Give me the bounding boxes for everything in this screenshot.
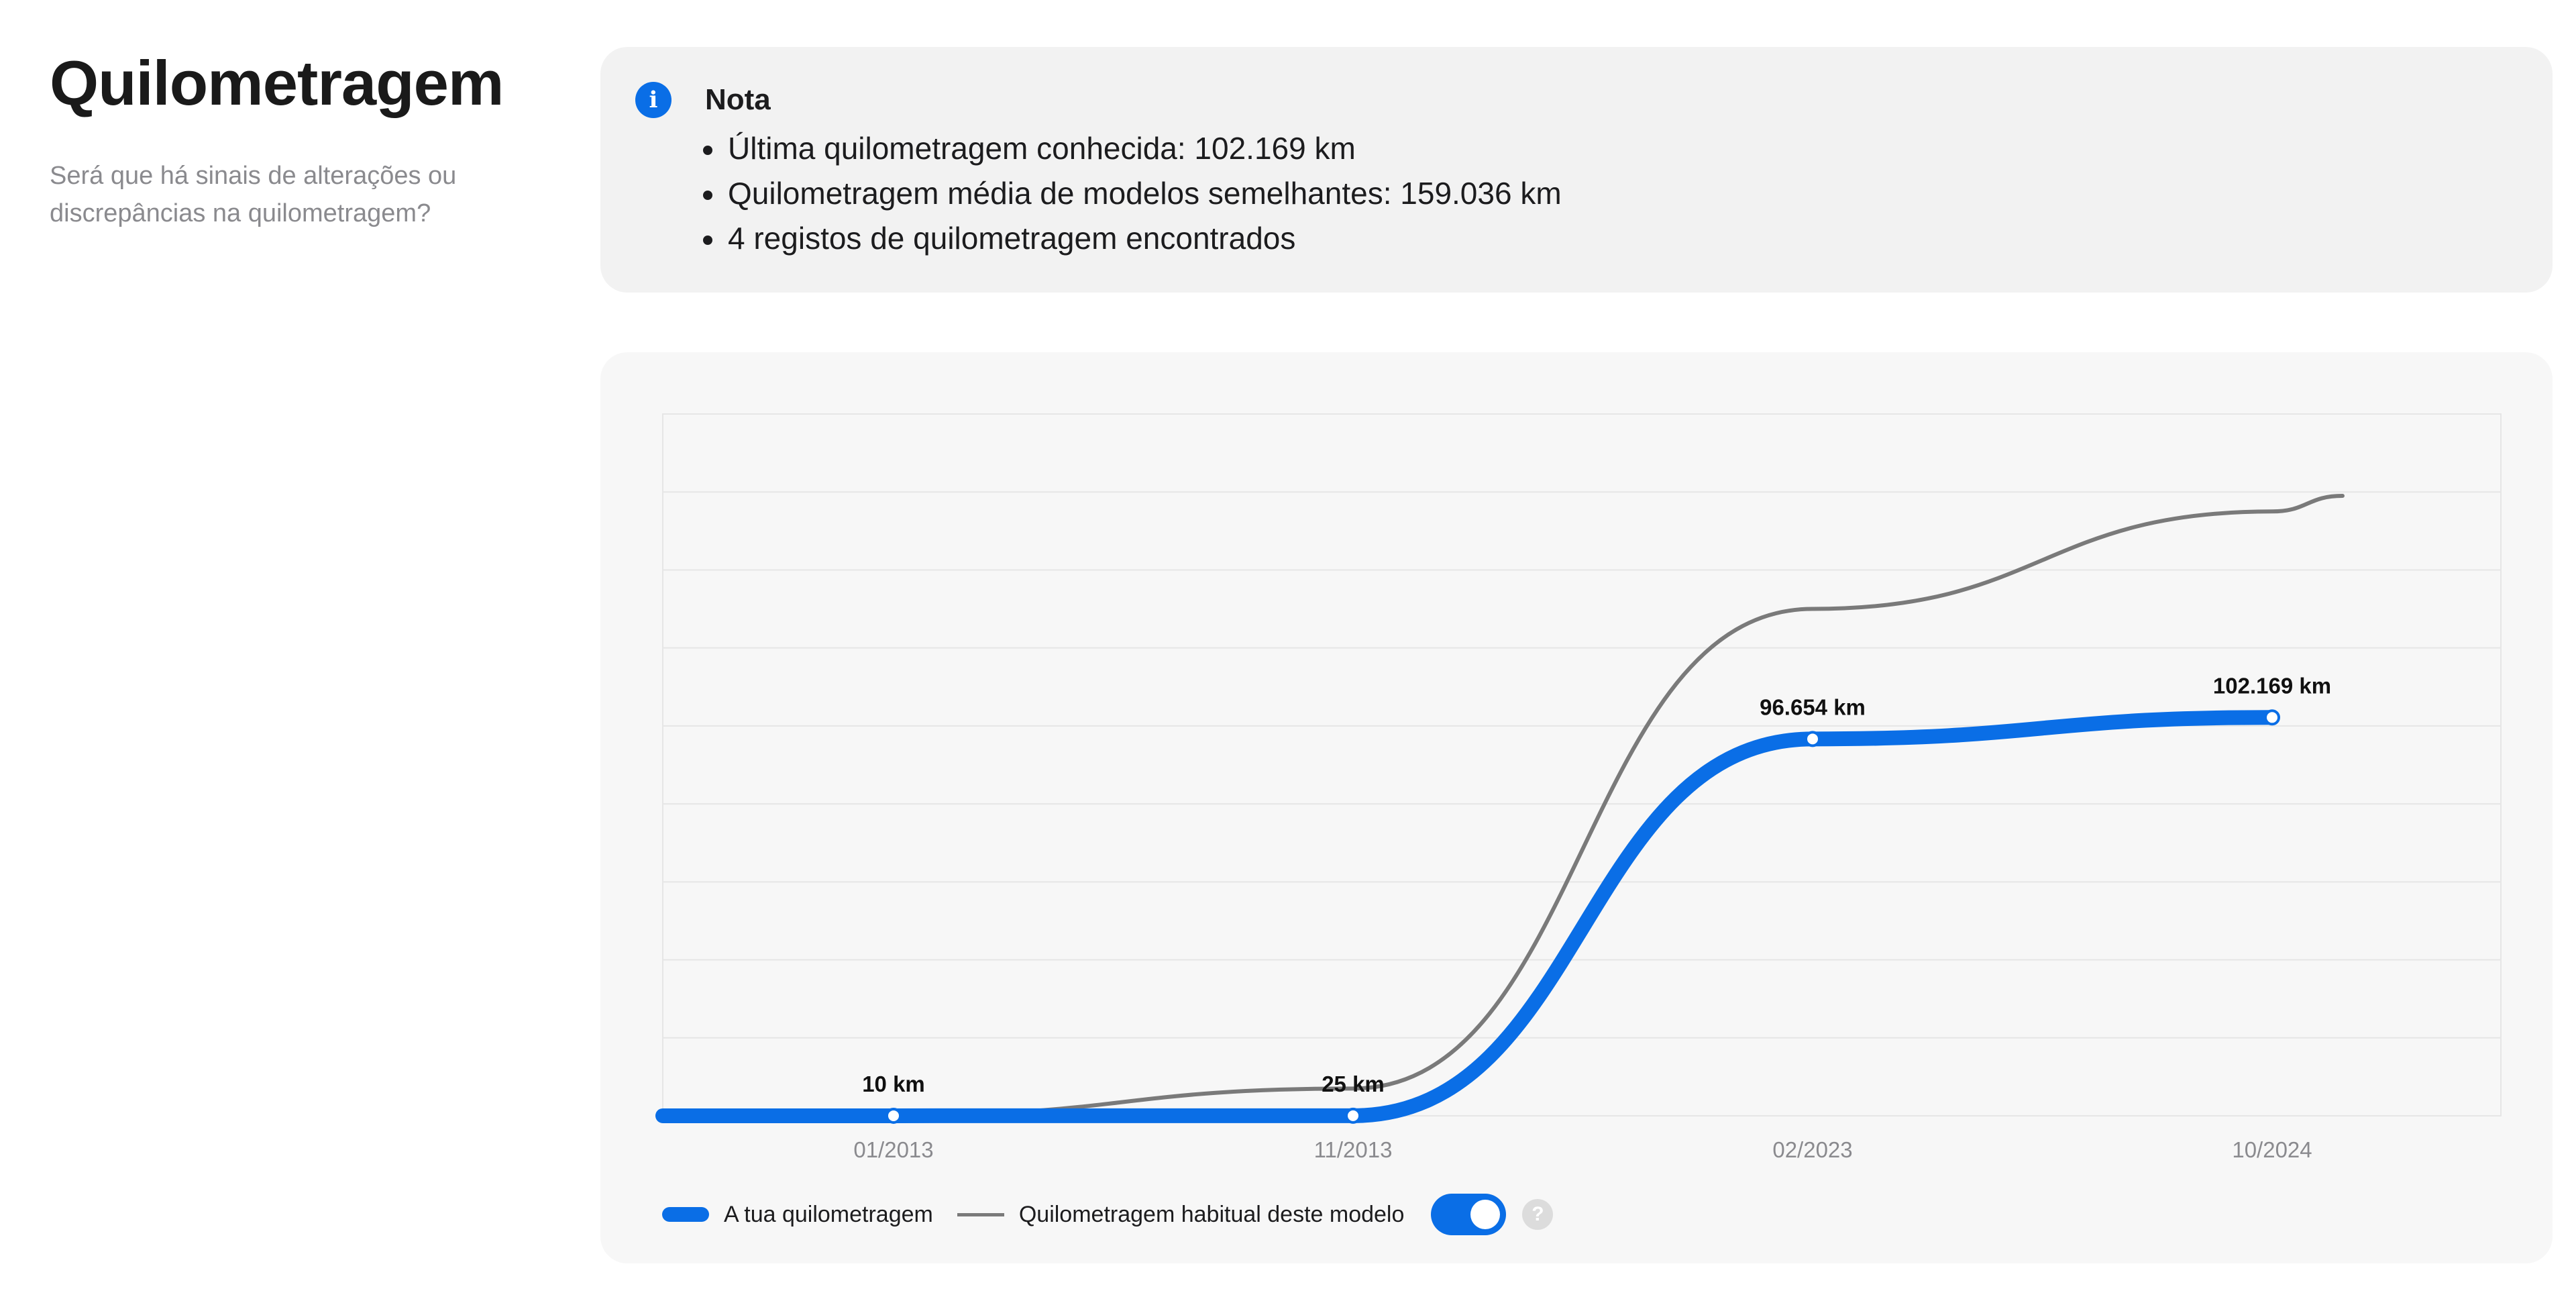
legend-item-typical-mileage: Quilometragem habitual deste modelo	[957, 1201, 1405, 1228]
note-item-average-mileage: Quilometragem média de modelos semelhant…	[703, 171, 1562, 216]
note-item-record-count: 4 registos de quilometragem encontrados	[703, 216, 1562, 261]
question-icon[interactable]: ?	[1522, 1199, 1554, 1230]
chart-legend: A tua quilometragem Quilometragem habitu…	[662, 1194, 1554, 1235]
mileage-chart: 10 km 25 km 96.654 km 102.169 km 01/2013 11/2…	[655, 413, 2502, 1162]
info-icon: i	[635, 82, 672, 118]
data-label: 10 km	[862, 1072, 925, 1096]
header-section: Quilometragem Será que há sinais de alte…	[50, 47, 559, 232]
note-item-last-mileage: Última quilometragem conhecida: 102.169 …	[703, 126, 1562, 171]
series-line-typical-mileage	[892, 494, 2345, 1118]
data-point	[1805, 731, 1821, 747]
legend-label-typical-mileage: Quilometragem habitual deste modelo	[1018, 1201, 1405, 1227]
data-point	[1345, 1107, 1361, 1124]
x-tick-label: 02/2023	[1772, 1137, 1852, 1162]
legend-swatch-blue	[662, 1207, 709, 1222]
data-point	[2264, 709, 2280, 726]
data-label: 102.169 km	[2213, 673, 2331, 698]
page-subtitle: Será que há sinais de alterações ou disc…	[50, 162, 457, 227]
chart-card: 10 km 25 km 96.654 km 102.169 km 01/2013 11/2…	[600, 352, 2553, 1263]
note-list: Última quilometragem conhecida: 102.169 …	[703, 126, 1562, 261]
legend-label-your-mileage: A tua quilometragem	[724, 1201, 933, 1227]
legend-item-your-mileage: A tua quilometragem	[662, 1202, 933, 1228]
data-label: 25 km	[1322, 1072, 1385, 1096]
x-tick-label: 11/2013	[1314, 1137, 1393, 1162]
x-tick-label: 01/2013	[853, 1137, 933, 1162]
toggle-knob	[1470, 1200, 1501, 1229]
typical-mileage-toggle[interactable]	[1431, 1194, 1507, 1235]
x-tick-label: 10/2024	[2232, 1137, 2312, 1162]
data-point	[885, 1107, 902, 1124]
data-label: 96.654 km	[1760, 694, 1866, 719]
note-card: i Nota Última quilometragem conhecida: 1…	[600, 47, 2553, 293]
series-line-your-mileage	[655, 710, 2279, 1123]
legend-swatch-gray	[957, 1212, 1004, 1216]
page-title: Quilometragem	[50, 48, 504, 118]
note-title: Nota	[705, 83, 771, 116]
plot-area	[662, 413, 2502, 1116]
